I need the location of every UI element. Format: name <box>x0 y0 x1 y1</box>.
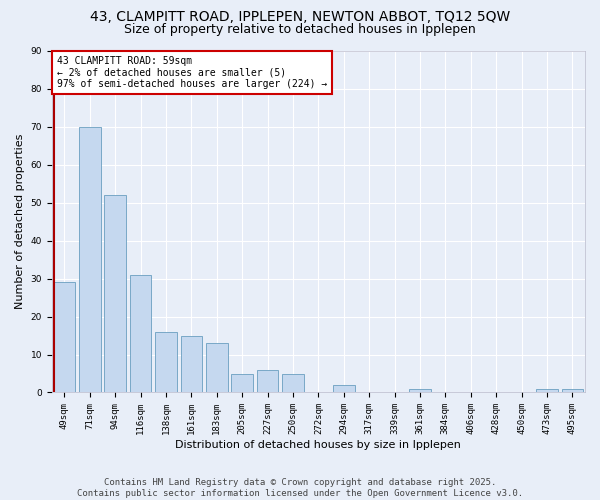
Text: Contains HM Land Registry data © Crown copyright and database right 2025.
Contai: Contains HM Land Registry data © Crown c… <box>77 478 523 498</box>
Text: Size of property relative to detached houses in Ipplepen: Size of property relative to detached ho… <box>124 22 476 36</box>
Bar <box>206 343 227 392</box>
Bar <box>409 388 431 392</box>
Text: 43, CLAMPITT ROAD, IPPLEPEN, NEWTON ABBOT, TQ12 5QW: 43, CLAMPITT ROAD, IPPLEPEN, NEWTON ABBO… <box>90 10 510 24</box>
Bar <box>562 388 583 392</box>
Bar <box>130 275 151 392</box>
Bar <box>232 374 253 392</box>
Y-axis label: Number of detached properties: Number of detached properties <box>15 134 25 310</box>
Bar <box>536 388 558 392</box>
Bar <box>104 195 126 392</box>
Bar <box>53 282 75 393</box>
Text: 43 CLAMPITT ROAD: 59sqm
← 2% of detached houses are smaller (5)
97% of semi-deta: 43 CLAMPITT ROAD: 59sqm ← 2% of detached… <box>57 56 328 90</box>
X-axis label: Distribution of detached houses by size in Ipplepen: Distribution of detached houses by size … <box>175 440 461 450</box>
Bar <box>79 127 101 392</box>
Bar <box>155 332 177 392</box>
Bar <box>257 370 278 392</box>
Bar <box>282 374 304 392</box>
Bar <box>333 385 355 392</box>
Bar <box>181 336 202 392</box>
